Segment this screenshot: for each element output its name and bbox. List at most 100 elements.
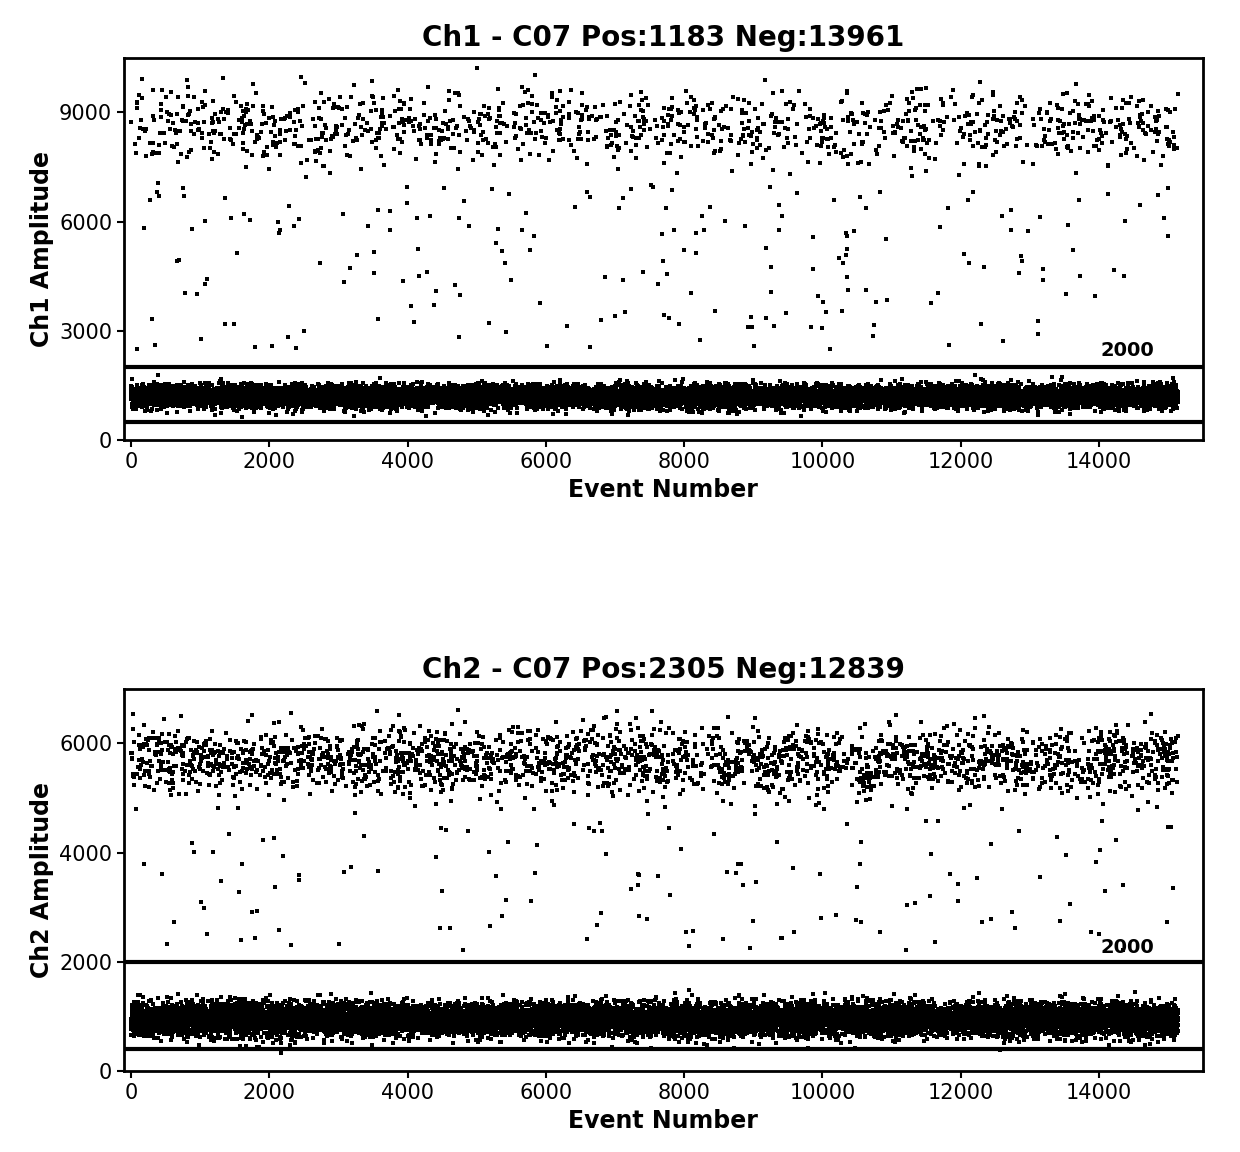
Point [681,89,701,107]
Point [150,1011,170,1030]
Point [356,382,376,401]
Point [1037,394,1056,412]
Point [789,1024,808,1043]
Point [751,392,771,410]
Point [551,392,570,410]
Point [516,1016,536,1034]
Point [281,1023,301,1041]
Point [182,392,202,410]
Point [552,380,572,399]
Point [179,1013,198,1031]
Point [745,393,765,411]
Point [263,1009,283,1028]
Point [399,748,419,766]
Point [578,1021,598,1039]
Point [536,1006,556,1024]
Point [903,1001,923,1020]
Point [929,1002,949,1021]
Point [348,388,368,407]
Point [724,386,744,404]
Point [980,1003,999,1022]
Point [254,384,274,402]
Point [999,1017,1019,1036]
Point [945,1017,965,1036]
Point [961,391,981,409]
Point [946,1021,966,1039]
Point [404,1002,424,1021]
Point [224,1007,244,1025]
Point [1076,392,1096,410]
Point [299,395,319,414]
Point [244,386,264,404]
Point [946,1017,966,1036]
Point [500,384,520,402]
Point [672,1029,692,1047]
Point [1047,384,1066,402]
Point [466,379,486,397]
Point [629,382,649,401]
Point [432,758,451,776]
Point [191,751,211,770]
Point [765,1020,785,1038]
Point [614,1002,634,1021]
Point [404,393,424,411]
Point [683,757,703,775]
Point [687,1009,707,1028]
Point [729,1003,749,1022]
Point [423,1007,443,1025]
Point [294,1003,314,1022]
Point [262,994,281,1013]
Point [784,386,804,404]
Point [1079,94,1099,113]
Point [914,994,934,1013]
Point [587,746,606,765]
Point [584,386,604,404]
Point [179,386,198,404]
Point [925,1017,945,1036]
Point [1161,1008,1180,1026]
Point [955,1022,975,1040]
Point [1145,387,1164,406]
Point [445,382,465,401]
Point [366,1005,386,1023]
Point [259,404,279,423]
Point [812,734,832,752]
Point [371,393,391,411]
Point [853,1016,873,1034]
Point [931,727,951,745]
Point [792,381,812,400]
Point [889,1030,909,1048]
Point [262,996,281,1015]
Point [991,737,1011,756]
Point [164,1006,184,1024]
Point [1009,1013,1029,1031]
Point [391,394,410,412]
Point [753,379,773,397]
Point [1123,387,1143,406]
Point [1013,1006,1033,1024]
Point [833,1010,853,1029]
Point [844,222,864,241]
Point [464,1002,484,1021]
Point [720,388,740,407]
Point [554,1007,574,1025]
Point [415,1013,435,1031]
Point [572,388,591,407]
Point [976,1007,996,1025]
Point [267,1031,286,1049]
Point [409,392,429,410]
Point [148,1002,167,1021]
Point [635,386,655,404]
Point [781,380,801,399]
Point [1104,393,1123,411]
Point [243,392,263,410]
Point [247,998,267,1016]
Point [1156,387,1176,406]
Point [1044,1017,1064,1036]
Point [1066,1006,1086,1024]
Point [1094,385,1114,403]
Point [299,991,319,1009]
Point [391,1016,410,1034]
Point [1132,1006,1152,1024]
Point [675,134,694,152]
